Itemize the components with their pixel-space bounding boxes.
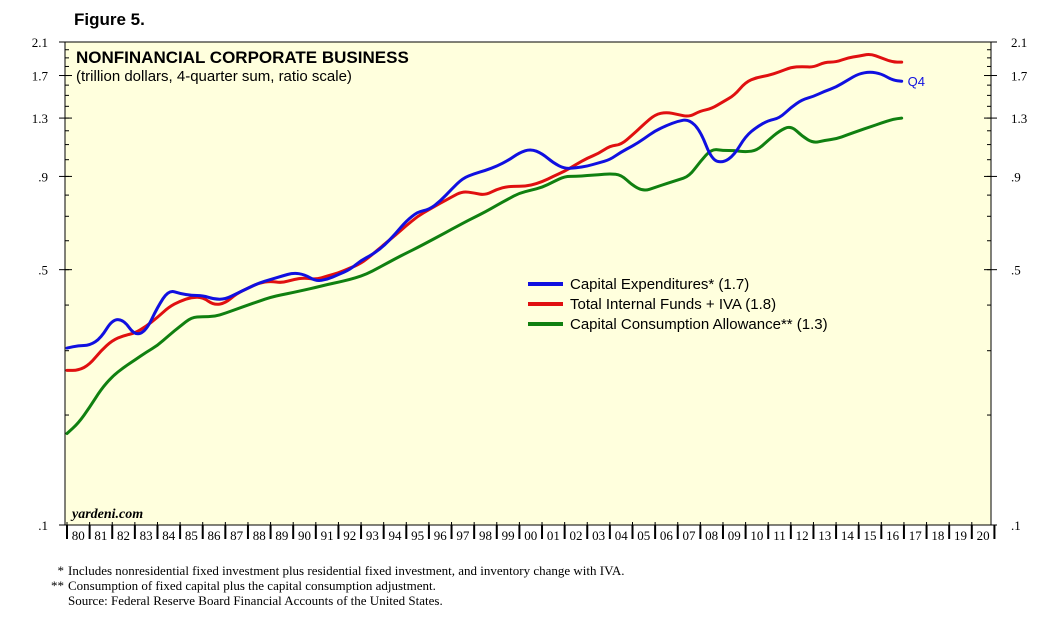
y-tick-label-right: .9: [1011, 169, 1021, 184]
x-tick-label: 11: [773, 528, 786, 543]
x-tick-label: 95: [411, 528, 424, 543]
series-line-cca: [65, 116, 904, 435]
x-tick-label: 83: [140, 528, 153, 543]
y-tick-label-right: 1.3: [1011, 111, 1027, 126]
source-note: Source: Federal Reserve Board Financial …: [38, 593, 624, 608]
x-tick-label: 94: [388, 528, 402, 543]
legend-label-capex: Capital Expenditures* (1.7): [570, 276, 749, 293]
x-tick-label: 00: [524, 528, 537, 543]
x-tick-label: 88: [253, 528, 266, 543]
chart-subtitle: (trillion dollars, 4-quarter sum, ratio …: [76, 68, 352, 85]
x-tick-label: 80: [72, 528, 85, 543]
x-tick-label: 02: [569, 528, 582, 543]
x-tick-label: 81: [94, 528, 107, 543]
x-tick-label: 04: [615, 528, 629, 543]
x-tick-label: 01: [547, 528, 560, 543]
footnote-2-mark: **: [51, 578, 64, 593]
series-line-capex: [65, 70, 904, 350]
y-tick-label-right: .1: [1011, 518, 1021, 533]
y-tick-label-left: 2.1: [32, 35, 48, 50]
footnote-1: * Includes nonresidential fixed investmen…: [38, 563, 625, 578]
series-line-internal-funds: [65, 53, 904, 372]
x-tick-label: 14: [841, 528, 855, 543]
x-tick-label: 99: [502, 528, 515, 543]
x-tick-label: 91: [321, 528, 334, 543]
watermark: yardeni.com: [70, 507, 143, 522]
x-tick-label: 86: [208, 528, 222, 543]
x-tick-label: 82: [117, 528, 130, 543]
x-tick-label: 19: [954, 528, 967, 543]
x-tick-label: 92: [343, 528, 356, 543]
x-tick-label: 87: [230, 528, 244, 543]
x-tick-label: 09: [728, 528, 741, 543]
y-axis-right: .1 .5 .9 1.3 1.7 2.1: [984, 35, 1028, 533]
y-axis-left: .1 .5 .9 1.3 1.7 2.1: [32, 35, 72, 533]
x-tick-label: 06: [660, 528, 674, 543]
x-tick-label: 98: [479, 528, 492, 543]
y-tick-label-right: 1.7: [1011, 69, 1028, 84]
x-tick-label: 03: [592, 528, 605, 543]
x-tick-label: 08: [705, 528, 718, 543]
x-tick-label: 93: [366, 528, 379, 543]
x-tick-label: 96: [434, 528, 448, 543]
legend: Capital Expenditures* (1.7) Total Intern…: [528, 276, 828, 333]
x-tick-label: 12: [796, 528, 809, 543]
y-tick-label-left: .5: [38, 263, 48, 278]
x-tick-label: 16: [886, 528, 900, 543]
y-tick-label-left: 1.7: [32, 69, 49, 84]
x-tick-label: 90: [298, 528, 311, 543]
q4-annotation: Q4: [908, 74, 925, 89]
y-tick-label-right: 2.1: [1011, 35, 1027, 50]
x-tick-label: 89: [275, 528, 288, 543]
x-tick-label: 07: [683, 528, 697, 543]
footnote-2-text: Consumption of fixed capital plus the ca…: [68, 578, 436, 593]
footnote-1-text: Includes nonresidential fixed investment…: [68, 563, 625, 578]
y-tick-label-left: .9: [38, 169, 48, 184]
legend-label-internal-funds: Total Internal Funds + IVA (1.8): [570, 296, 776, 313]
source-text: Source: Federal Reserve Board Financial …: [68, 593, 443, 608]
x-tick-label: 84: [162, 528, 176, 543]
x-tick-label: 10: [750, 528, 763, 543]
x-tick-label: 20: [977, 528, 990, 543]
x-tick-label: 15: [864, 528, 877, 543]
legend-label-cca: Capital Consumption Allowance** (1.3): [570, 316, 828, 333]
series-lines: [65, 53, 904, 435]
footnote-1-mark: *: [57, 563, 65, 578]
chart-title: NONFINANCIAL CORPORATE BUSINESS: [76, 48, 409, 67]
x-tick-label: 13: [818, 528, 831, 543]
y-tick-label-left: 1.3: [32, 111, 48, 126]
x-tick-label: 85: [185, 528, 198, 543]
x-tick-label: 05: [637, 528, 650, 543]
x-axis: 80 81 82 83 84 85 86 87 88 89 90 91 92 93 94 95 96 97 98 99…: [66, 522, 996, 543]
footnote-2: ** Consumption of fixed capital plus the …: [38, 578, 624, 593]
figure-label: Figure 5.: [74, 10, 145, 29]
x-tick-label: 18: [931, 528, 944, 543]
y-tick-label-right: .5: [1011, 263, 1021, 278]
x-tick-label: 17: [909, 528, 923, 543]
footnotes: * Includes nonresidential fixed investmen…: [38, 563, 624, 608]
x-tick-label: 97: [456, 528, 470, 543]
y-tick-label-left: .1: [38, 518, 48, 533]
